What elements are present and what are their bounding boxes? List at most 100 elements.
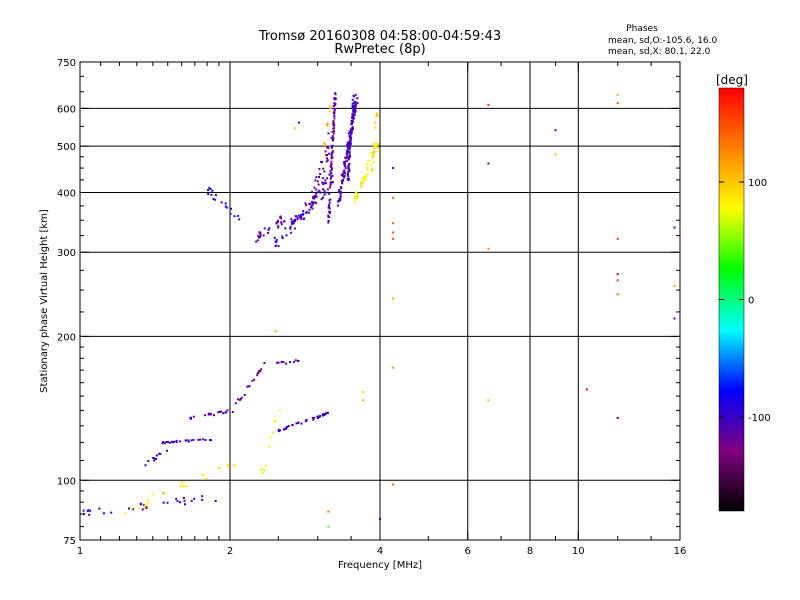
data-point <box>290 220 293 223</box>
data-point <box>295 422 298 425</box>
data-point <box>392 167 395 169</box>
data-point <box>234 402 237 405</box>
data-point <box>351 123 354 125</box>
data-point <box>339 194 342 197</box>
data-point <box>342 179 345 181</box>
x-tick-label: 10 <box>572 546 585 557</box>
data-point <box>263 469 266 472</box>
data-point <box>319 173 322 176</box>
data-point <box>168 441 171 444</box>
data-point <box>337 200 339 203</box>
y-tick-labels: 75 100 200 300 400 500 600 750 <box>57 58 76 547</box>
data-point <box>217 411 220 414</box>
data-point <box>355 191 357 194</box>
data-point <box>347 175 350 178</box>
data-point <box>263 227 266 230</box>
data-point <box>260 368 263 371</box>
data-point <box>295 215 297 218</box>
x-tick-label: 1 <box>77 546 83 557</box>
data-point <box>141 508 144 511</box>
data-point <box>237 214 240 217</box>
data-point <box>319 415 321 417</box>
data-point <box>365 175 368 178</box>
data-point <box>343 174 346 177</box>
data-point <box>289 361 291 364</box>
data-point <box>673 226 676 229</box>
data-point <box>348 169 351 172</box>
y-tick-label: 100 <box>57 476 76 487</box>
data-point <box>322 413 325 415</box>
data-point <box>376 150 379 153</box>
data-point <box>332 122 335 125</box>
data-point <box>145 507 148 510</box>
data-point <box>334 103 337 106</box>
data-point <box>159 453 162 456</box>
data-point <box>346 145 349 148</box>
data-point <box>227 465 230 468</box>
data-point <box>233 215 236 218</box>
data-point <box>179 485 182 487</box>
data-point <box>349 145 351 148</box>
data-point <box>197 438 200 441</box>
data-point <box>360 185 362 188</box>
data-point <box>373 147 376 150</box>
data-point <box>616 93 619 96</box>
data-point <box>310 190 313 193</box>
data-point <box>259 235 261 238</box>
data-point <box>330 162 333 165</box>
data-point <box>328 199 331 202</box>
data-point <box>347 179 350 182</box>
data-point <box>165 449 168 452</box>
data-point <box>340 187 343 190</box>
data-point <box>192 438 195 441</box>
data-point <box>366 168 369 171</box>
data-point <box>184 503 186 506</box>
data-point <box>285 234 288 237</box>
data-point <box>240 396 243 399</box>
data-point <box>130 507 133 510</box>
data-point <box>321 181 324 184</box>
data-point <box>275 240 278 243</box>
x-tick-label: 16 <box>674 546 687 557</box>
data-point <box>377 143 380 146</box>
data-point <box>308 208 311 211</box>
y-tick-label: 300 <box>57 248 76 259</box>
data-point <box>152 457 155 459</box>
data-point <box>348 168 351 171</box>
data-point <box>162 441 164 444</box>
data-point <box>312 201 315 204</box>
data-point <box>350 130 353 133</box>
data-point <box>274 330 277 333</box>
data-point <box>207 193 210 195</box>
data-point <box>268 227 271 230</box>
data-point <box>329 172 332 175</box>
data-point <box>333 115 336 118</box>
data-point <box>294 227 296 230</box>
data-point <box>175 441 178 443</box>
data-point <box>327 214 330 217</box>
data-point <box>374 126 377 129</box>
x-tick-label: 4 <box>377 546 383 557</box>
data-point <box>350 128 353 130</box>
data-point <box>347 165 350 168</box>
data-point <box>352 116 355 119</box>
data-point <box>325 182 327 185</box>
data-point <box>487 162 490 165</box>
data-point <box>355 196 358 199</box>
data-point <box>347 158 350 161</box>
data-point <box>351 120 354 123</box>
data-point <box>333 102 336 104</box>
data-point <box>337 204 339 207</box>
data-point <box>347 147 350 150</box>
phases-x-mode-stats: mean, sd,X: 80.1, 22.0 <box>608 47 711 57</box>
data-point <box>179 501 181 504</box>
data-point <box>175 498 178 500</box>
y-tick-label: 200 <box>57 332 76 343</box>
data-point <box>208 186 211 189</box>
data-point <box>350 120 353 123</box>
x-axis-label: Frequency [MHz] <box>338 560 422 571</box>
data-point <box>267 229 270 231</box>
data-point <box>331 136 334 139</box>
data-point <box>292 361 295 364</box>
data-point <box>226 409 229 412</box>
